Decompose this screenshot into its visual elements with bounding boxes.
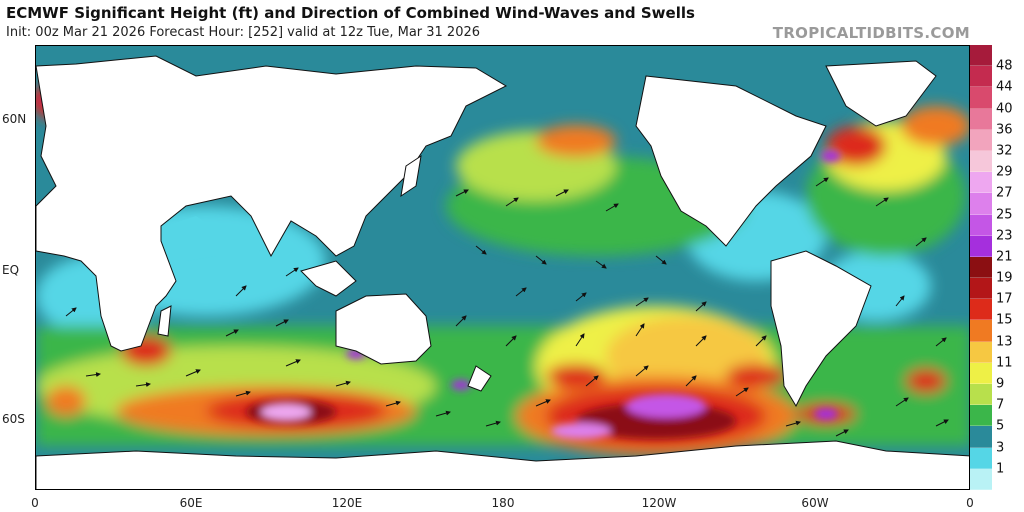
colorbar-swatch: [970, 341, 992, 363]
australia: [335, 293, 432, 365]
wave-height-map: [35, 45, 970, 490]
colorbar-swatch: [970, 405, 992, 427]
colorbar-tick-label: 36: [996, 122, 1013, 138]
chart-subtitle: Init: 00z Mar 21 2026 Forecast Hour: [25…: [6, 25, 481, 40]
lon-label-180: 180: [491, 496, 515, 510]
colorbar-swatch: [970, 447, 992, 469]
lat-label-60s: 60S: [2, 412, 25, 426]
colorbar: [970, 45, 992, 490]
colorbar-tick-label: 48: [996, 58, 1013, 74]
chart-title: ECMWF Significant Height (ft) and Direct…: [6, 4, 695, 22]
wave-direction-arrows: [65, 177, 949, 437]
colorbar-swatch: [970, 384, 992, 406]
watermark: TROPICALTIDBITS.COM: [772, 24, 970, 42]
north-america: [635, 75, 827, 247]
lon-label-120e: 120E: [331, 496, 363, 510]
colorbar-tick-label: 1: [996, 461, 1005, 477]
colorbar-tick-label: 23: [996, 228, 1013, 244]
colorbar-tick-label: 19: [996, 270, 1013, 286]
colorbar-swatch: [970, 320, 992, 342]
lon-label-120w: 120W: [641, 496, 677, 510]
lon-label-60w: 60W: [801, 496, 829, 510]
japan: [400, 154, 422, 198]
colorbar-tick-label: 15: [996, 312, 1013, 328]
lat-label-60n: 60N: [2, 112, 27, 126]
colorbar-tick-label: 11: [996, 355, 1013, 371]
lon-label-60e: 60E: [179, 496, 203, 510]
antarctica: [36, 440, 969, 489]
colorbar-tick-label: 27: [996, 185, 1013, 201]
colorbar-swatch: [970, 193, 992, 215]
colorbar-swatch: [970, 214, 992, 236]
colorbar-tick-label: 32: [996, 143, 1013, 159]
map-canvas: [36, 46, 969, 489]
colorbar-tick-label: 17: [996, 291, 1013, 307]
greenland: [825, 60, 937, 127]
eurasia-africa: [36, 55, 508, 352]
lat-label-eq: EQ: [2, 263, 20, 277]
colorbar-swatch: [970, 150, 992, 173]
colorbar-tick-label: 7: [996, 397, 1005, 413]
arabia-india-gap: [166, 216, 226, 261]
colorbar-swatch: [970, 129, 992, 151]
colorbar-tick-label: 3: [996, 440, 1005, 456]
colorbar-swatch: [970, 66, 992, 88]
colorbar-tick-label: 13: [996, 334, 1013, 350]
colorbar-tick-label: 25: [996, 207, 1013, 223]
colorbar-tick-label: 44: [996, 79, 1013, 95]
colorbar-swatch: [970, 45, 992, 67]
colorbar-swatch: [970, 87, 992, 109]
new-zealand: [467, 365, 492, 392]
madagascar: [157, 305, 172, 337]
colorbar-swatch: [970, 426, 992, 448]
colorbar-swatch: [970, 299, 992, 321]
lon-label-0-east: 0: [966, 496, 974, 510]
colorbar-swatch: [970, 235, 992, 257]
colorbar-swatch: [970, 172, 992, 194]
lon-label-0-west: 0: [31, 496, 39, 510]
colorbar-tick-label: 29: [996, 164, 1013, 180]
colorbar-swatch: [970, 108, 992, 130]
colorbar-swatch: [970, 256, 992, 279]
landmasses: [36, 55, 969, 489]
colorbar-tick-label: 5: [996, 418, 1005, 434]
colorbar-tick-label: 40: [996, 101, 1013, 117]
colorbar-tick-label: 9: [996, 376, 1005, 392]
borneo-sumatra: [300, 260, 357, 297]
colorbar-tick-label: 21: [996, 249, 1013, 265]
colorbar-swatch: [970, 278, 992, 300]
colorbar-swatch: [970, 468, 992, 490]
south-america: [770, 250, 872, 408]
colorbar-swatch: [970, 362, 992, 385]
